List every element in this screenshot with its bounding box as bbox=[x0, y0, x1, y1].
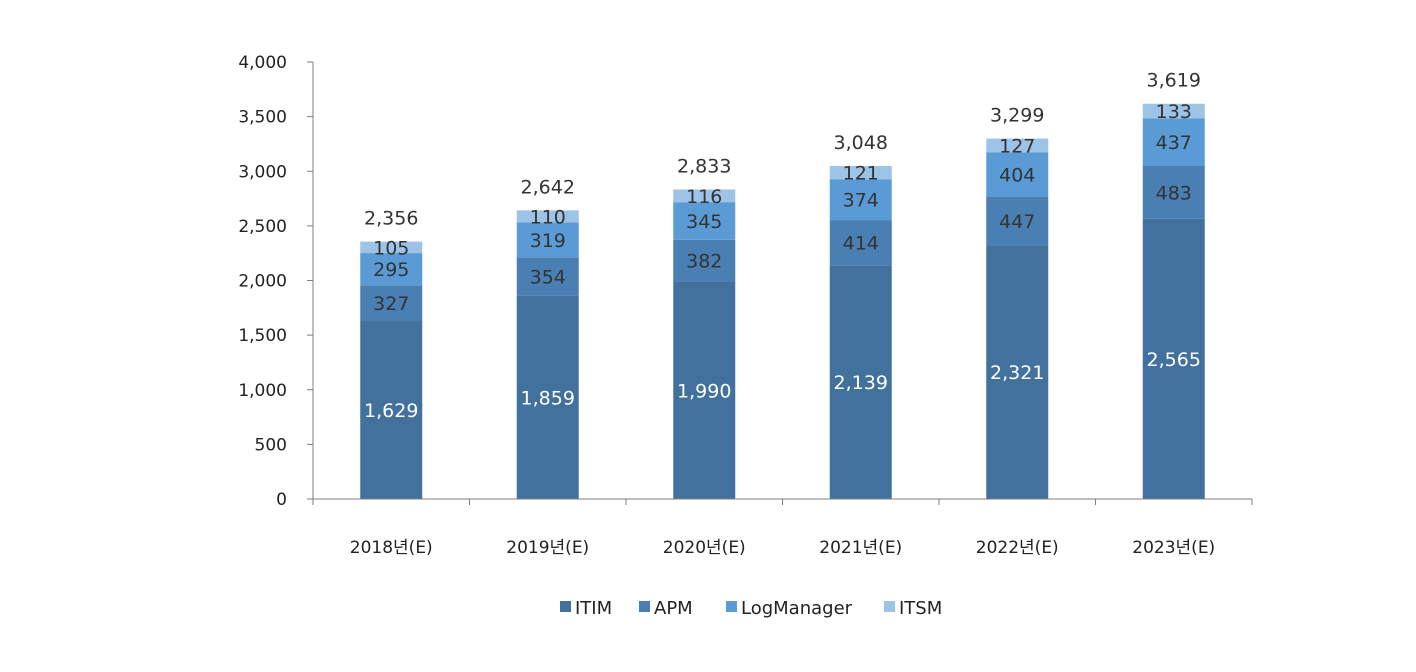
data-label: 1,859 bbox=[521, 387, 575, 409]
data-label: 1,629 bbox=[364, 400, 418, 422]
legend-label: ITIM bbox=[575, 598, 612, 619]
y-tick-label: 2,000 bbox=[238, 272, 287, 292]
legend: ITIM APM LogManager ITSM bbox=[560, 598, 942, 619]
bar-itsm-5 bbox=[1142, 103, 1205, 119]
bar-itim-5 bbox=[1142, 218, 1205, 499]
data-label: 105 bbox=[373, 237, 409, 259]
bar-itim-0 bbox=[360, 321, 423, 499]
x-tick-label: 2021년(E) bbox=[819, 538, 902, 558]
legend-label: LogManager bbox=[741, 598, 853, 619]
y-tick-label: 0 bbox=[276, 490, 287, 510]
legend-swatch-logmanager bbox=[726, 601, 737, 612]
x-tick-label: 2022년(E) bbox=[976, 538, 1059, 558]
data-label: 1,990 bbox=[677, 380, 731, 402]
data-label: 483 bbox=[1156, 182, 1192, 204]
bar-itim-1 bbox=[516, 295, 579, 499]
x-tick-label: 2018년(E) bbox=[350, 538, 433, 558]
data-label: 404 bbox=[999, 165, 1035, 187]
data-label: 2,139 bbox=[834, 372, 888, 394]
bar-itim-3 bbox=[829, 265, 892, 499]
data-label: 110 bbox=[530, 206, 566, 228]
data-label: 133 bbox=[1156, 101, 1192, 123]
bar-logmanager-0 bbox=[360, 253, 423, 286]
bar-apm-4 bbox=[986, 196, 1049, 246]
bar-apm-1 bbox=[516, 257, 579, 296]
total-label: 2,356 bbox=[364, 208, 418, 230]
bar-itsm-1 bbox=[516, 210, 579, 223]
y-tick-label: 1,000 bbox=[238, 381, 287, 401]
data-label: 345 bbox=[686, 211, 722, 233]
legend-swatch-itsm bbox=[884, 601, 895, 612]
x-tick-label: 2020년(E) bbox=[663, 538, 746, 558]
legend-swatch-apm bbox=[639, 601, 650, 612]
y-tick-label: 2,500 bbox=[238, 217, 287, 237]
bar-apm-3 bbox=[829, 220, 892, 266]
bar-itsm-3 bbox=[829, 166, 892, 180]
legend-swatch-itim bbox=[560, 601, 571, 612]
data-label: 374 bbox=[843, 190, 879, 212]
data-label: 2,321 bbox=[990, 362, 1044, 384]
data-label: 121 bbox=[843, 163, 879, 185]
y-tick-label: 4,000 bbox=[238, 53, 287, 73]
bar-itsm-0 bbox=[360, 241, 423, 254]
data-label: 447 bbox=[999, 211, 1035, 233]
y-tick-label: 500 bbox=[255, 435, 287, 455]
data-label: 437 bbox=[1156, 132, 1192, 154]
x-tick-label: 2023년(E) bbox=[1132, 538, 1215, 558]
y-tick-label: 1,500 bbox=[238, 326, 287, 346]
total-label: 2,642 bbox=[521, 176, 575, 198]
data-label: 414 bbox=[843, 233, 879, 255]
legend-label: ITSM bbox=[899, 598, 942, 619]
bar-logmanager-1 bbox=[516, 222, 579, 258]
data-label: 295 bbox=[373, 259, 409, 281]
data-label: 354 bbox=[530, 267, 566, 289]
bar-apm-0 bbox=[360, 285, 423, 322]
y-tick-label: 3,000 bbox=[238, 162, 287, 182]
bar-logmanager-5 bbox=[1142, 118, 1205, 167]
bar-logmanager-4 bbox=[986, 152, 1049, 197]
data-label: 327 bbox=[373, 293, 409, 315]
bar-apm-5 bbox=[1142, 166, 1205, 219]
bar-logmanager-3 bbox=[829, 179, 892, 221]
data-label: 382 bbox=[686, 251, 722, 273]
axes: 0 500 1,000 1,500 2,000 2,500 3,000 3,500 4,000 2… bbox=[238, 53, 1253, 558]
data-label: 127 bbox=[999, 136, 1035, 158]
total-label: 3,299 bbox=[990, 105, 1044, 127]
bar-itim-4 bbox=[986, 245, 1049, 499]
data-label: 319 bbox=[530, 230, 566, 252]
legend-label: APM bbox=[654, 598, 693, 619]
bar-itsm-4 bbox=[986, 138, 1049, 153]
data-label: 2,565 bbox=[1147, 349, 1201, 371]
y-tick-label: 3,500 bbox=[238, 108, 287, 128]
total-label: 3,048 bbox=[834, 132, 888, 154]
x-tick-label: 2019년(E) bbox=[506, 538, 589, 558]
bar-itim-2 bbox=[673, 281, 736, 499]
total-label: 2,833 bbox=[677, 155, 731, 177]
data-label: 116 bbox=[686, 186, 722, 208]
bar-logmanager-2 bbox=[673, 202, 736, 240]
bar-itsm-2 bbox=[673, 189, 736, 203]
total-label: 3,619 bbox=[1147, 70, 1201, 92]
bar-apm-2 bbox=[673, 239, 736, 282]
